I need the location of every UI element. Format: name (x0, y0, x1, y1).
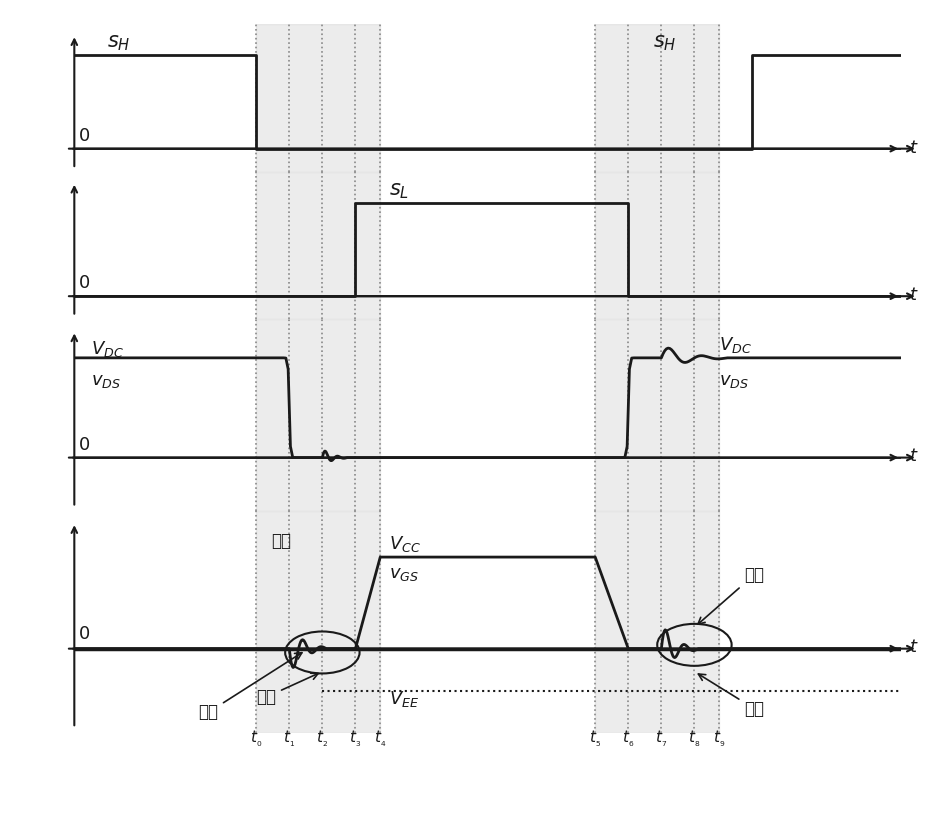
Text: $V_{DC}$: $V_{DC}$ (91, 339, 123, 359)
Text: $V_{DC}$: $V_{DC}$ (718, 335, 751, 355)
Text: 振荡: 振荡 (256, 673, 317, 706)
Text: $s_H$: $s_H$ (652, 33, 676, 53)
Text: $V_{EE}$: $V_{EE}$ (388, 689, 419, 709)
Text: $s_H$: $s_H$ (108, 33, 131, 53)
Bar (595, 320, 718, 511)
Text: $v_{DS}$: $v_{DS}$ (718, 372, 748, 390)
Text: $s_L$: $s_L$ (388, 181, 408, 201)
Text: $t_{_5}$: $t_{_5}$ (588, 729, 600, 750)
Bar (595, 511, 718, 733)
Text: $t_{_6}$: $t_{_6}$ (622, 729, 634, 750)
Text: $0$: $0$ (78, 274, 90, 292)
Bar (256, 172, 380, 320)
Text: $t_{_4}$: $t_{_4}$ (374, 729, 386, 750)
Text: $v_{GS}$: $v_{GS}$ (388, 565, 419, 583)
Text: $t$: $t$ (909, 448, 918, 466)
Text: $t_{_7}$: $t_{_7}$ (654, 729, 666, 750)
Text: 振荡: 振荡 (271, 532, 290, 549)
Text: $t_{_2}$: $t_{_2}$ (316, 729, 328, 750)
Text: 尖峰: 尖峰 (199, 653, 302, 721)
Bar (256, 511, 380, 733)
Text: $t_{_0}$: $t_{_0}$ (250, 729, 262, 750)
Text: $t$: $t$ (909, 138, 918, 156)
Text: 振荡: 振荡 (698, 674, 763, 717)
Bar (595, 24, 718, 172)
Text: $t_{_9}$: $t_{_9}$ (713, 729, 725, 750)
Bar (256, 24, 380, 172)
Text: $0$: $0$ (78, 624, 90, 642)
Text: 尖峰: 尖峰 (697, 566, 763, 624)
Text: $t$: $t$ (909, 286, 918, 304)
Text: $t_{_1}$: $t_{_1}$ (283, 729, 295, 750)
Text: $t_{_3}$: $t_{_3}$ (349, 729, 361, 750)
Text: $t_{_8}$: $t_{_8}$ (688, 729, 700, 750)
Text: $0$: $0$ (78, 435, 90, 453)
Bar (256, 320, 380, 511)
Text: $V_{CC}$: $V_{CC}$ (388, 535, 420, 554)
Bar (595, 172, 718, 320)
Text: $t$: $t$ (909, 638, 918, 656)
Text: $0$: $0$ (78, 127, 90, 145)
Text: $v_{DS}$: $v_{DS}$ (91, 372, 121, 390)
